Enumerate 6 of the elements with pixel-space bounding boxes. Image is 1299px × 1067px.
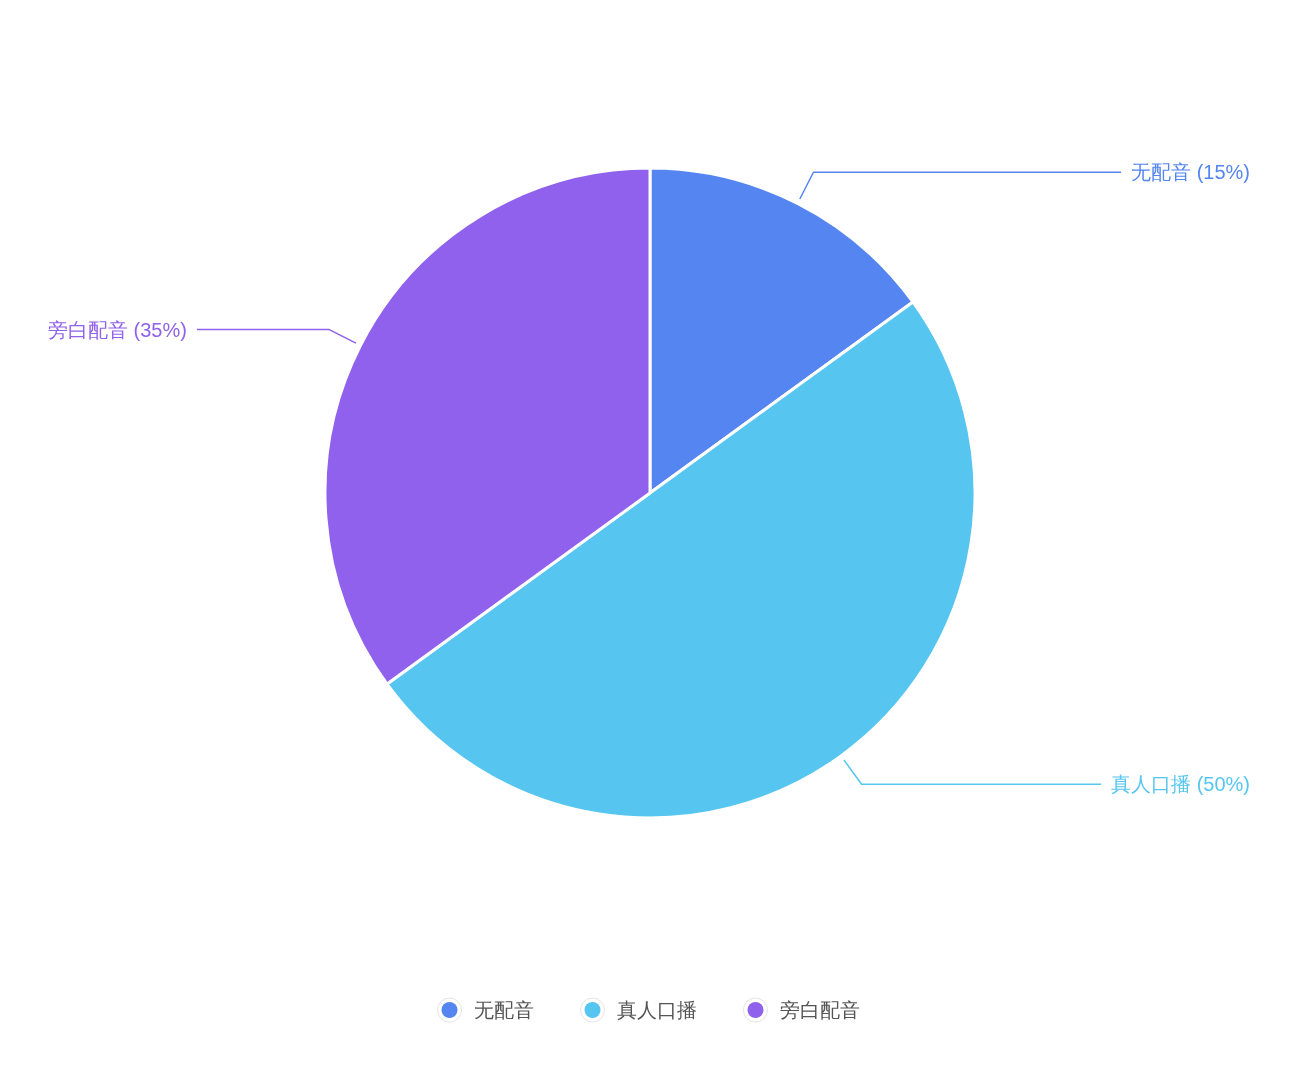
legend-label: 真人口播 [616,999,697,1021]
legend-label: 无配音 [473,999,534,1021]
data-label: 无配音 (15%) [1131,161,1250,184]
data-label: 旁白配音 (35%) [48,318,187,341]
data-label: 真人口播 (50%) [1111,773,1250,796]
legend-label: 旁白配音 [779,999,860,1021]
